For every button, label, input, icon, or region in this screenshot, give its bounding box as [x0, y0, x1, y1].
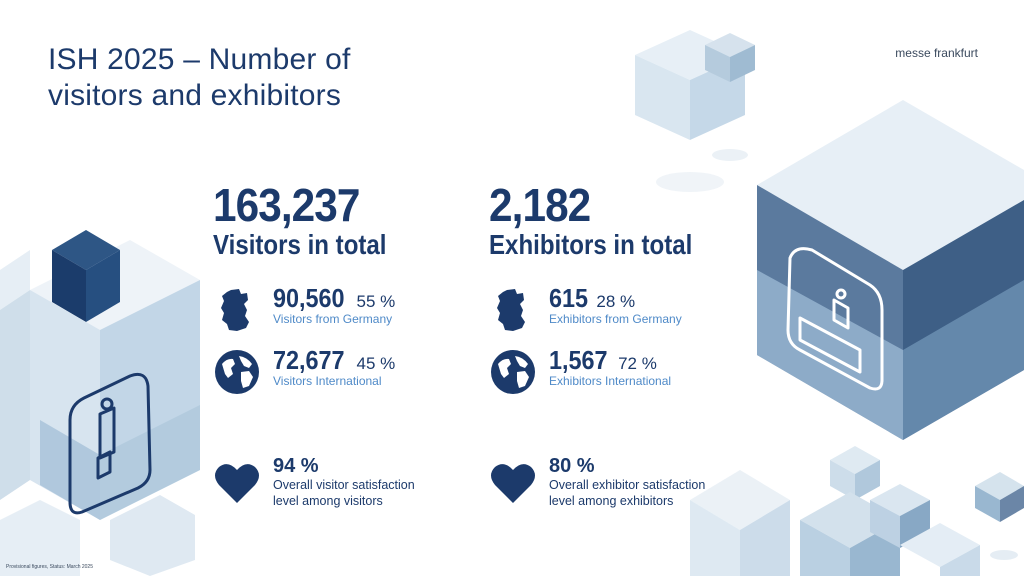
exhibitors-satisfaction-percent: 80 % — [549, 455, 595, 477]
exhibitors-satisfaction-line-1: Overall exhibitor satisfaction — [549, 478, 706, 492]
exhibitors-column: 2,182 Exhibitors in total 615 28 % Exhibi… — [489, 179, 749, 508]
visitors-international-stat: 72,677 45 % Visitors International — [213, 346, 473, 402]
globe-icon — [215, 350, 259, 394]
exhibitors-germany-percent: 28 % — [596, 292, 636, 311]
title-line-1: ISH 2025 – Number of — [48, 43, 351, 76]
germany-map-icon — [497, 289, 525, 331]
info-booth-outline — [786, 247, 884, 391]
exhibitors-germany-stat: 615 28 % Exhibitors from Germany — [489, 284, 749, 340]
title-line-2: visitors and exhibitors — [48, 79, 342, 112]
footnote: Provisional figures, Status: March 2025 — [6, 564, 93, 570]
visitors-satisfaction-percent: 94 % — [273, 455, 319, 477]
left-cube-cluster — [0, 230, 200, 576]
visitors-satisfaction-line-2: level among visitors — [273, 494, 383, 508]
exhibitors-total-label: Exhibitors in total — [489, 229, 693, 260]
heart-icon — [215, 464, 259, 503]
visitors-germany-label: Visitors from Germany — [273, 312, 393, 326]
exhibitors-international-percent: 72 % — [618, 354, 657, 373]
visitors-international-value: 72,677 — [273, 345, 345, 375]
visitors-international-label: Visitors International — [273, 374, 382, 388]
exhibitors-international-label: Exhibitors International — [549, 374, 672, 388]
page-title: ISH 2025 – Number of visitors and exhibi… — [48, 42, 408, 114]
exhibitors-germany-value: 615 — [549, 283, 589, 313]
visitors-germany-stat: 90,560 55 % Visitors from Germany — [213, 284, 473, 340]
heart-icon — [491, 464, 535, 503]
visitors-total-label: Visitors in total — [213, 229, 387, 260]
exhibitors-total-value: 2,182 — [489, 179, 591, 231]
visitors-germany-percent: 55 % — [356, 292, 396, 311]
globe-icon — [491, 350, 535, 394]
exhibitors-international-stat: 1,567 72 % Exhibitors International — [489, 346, 749, 402]
person-badge-outline — [68, 372, 152, 515]
germany-map-icon — [221, 289, 249, 331]
visitors-international-percent: 45 % — [356, 354, 396, 373]
exhibitors-germany-label: Exhibitors from Germany — [549, 312, 682, 326]
top-cube-cluster — [635, 30, 755, 192]
right-large-cube — [757, 100, 1024, 440]
visitors-satisfaction-line-1: Overall visitor satisfaction — [273, 478, 415, 492]
visitors-column: 163,237 Visitors in total 90,560 55 % Vis… — [213, 179, 473, 508]
brand-logo-text: messe frankfurt — [895, 46, 978, 60]
visitors-total-value: 163,237 — [213, 179, 360, 231]
exhibitors-international-value: 1,567 — [549, 345, 608, 375]
visitors-germany-value: 90,560 — [273, 283, 345, 313]
exhibitors-satisfaction-line-2: level among exhibitors — [549, 494, 674, 508]
bottom-right-cube-cluster — [690, 446, 1024, 576]
